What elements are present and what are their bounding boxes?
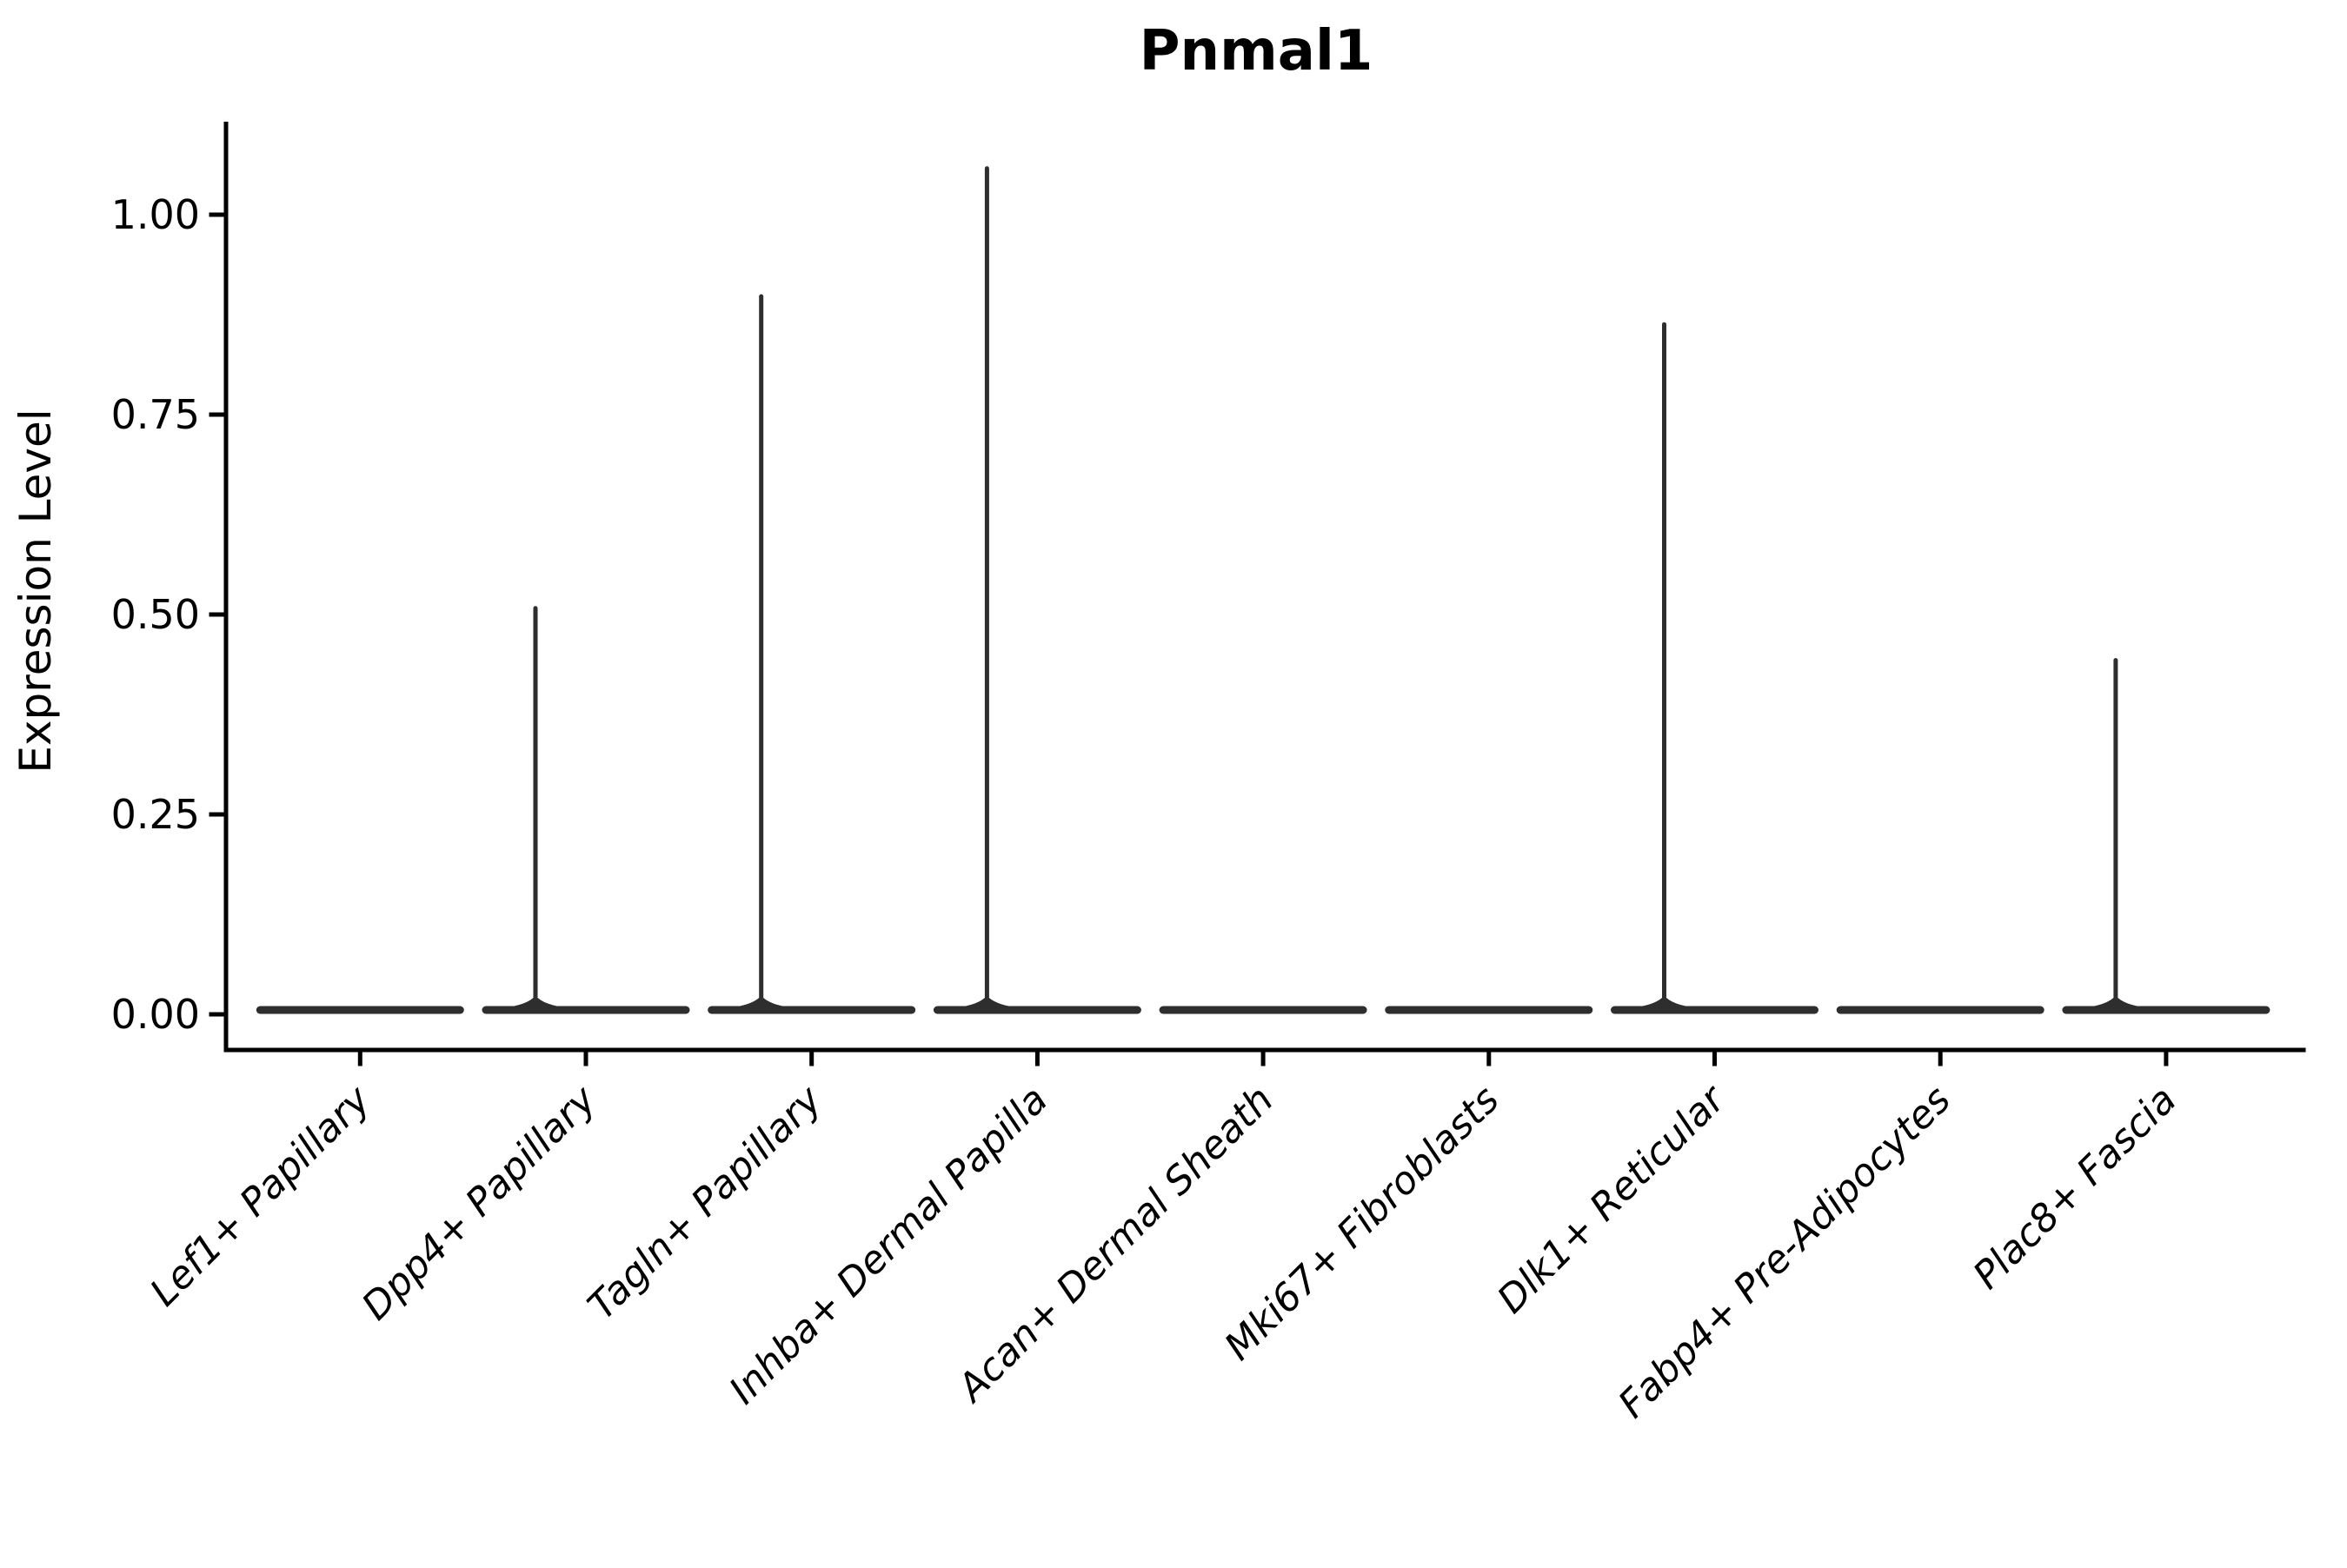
violin-base-bar — [1836, 1006, 2044, 1014]
x-tick-label: Dpp4+ Papillary — [354, 1077, 606, 1329]
x-tick-mark — [2164, 1052, 2169, 1066]
x-tick-mark — [357, 1052, 362, 1066]
x-tick-mark — [1034, 1052, 1040, 1066]
violin — [1385, 1006, 1593, 1014]
x-tick-mark — [1938, 1052, 1943, 1066]
violin — [1836, 1006, 2044, 1014]
violin-base-bar — [1159, 1006, 1367, 1014]
violin — [482, 606, 690, 1014]
violin — [708, 294, 916, 1014]
x-tick-mark — [809, 1052, 814, 1066]
y-tick-mark — [209, 1012, 224, 1017]
y-tick-label: 0.00 — [111, 991, 200, 1038]
violin — [933, 166, 1141, 1014]
violin — [2062, 658, 2271, 1014]
y-tick-mark — [209, 812, 224, 817]
y-axis-ticks: 0.00 0.25 0.50 0.75 1.00 — [111, 191, 224, 1038]
x-axis-spine — [223, 1047, 2306, 1053]
x-tick-label: Plac8+ Fascia — [1965, 1078, 2184, 1298]
y-tick-mark — [209, 212, 224, 217]
violins — [256, 166, 2271, 1014]
x-tick-label: Tagln+ Papillary — [580, 1077, 831, 1328]
violin-spike-flare — [2077, 998, 2154, 1008]
y-tick-label: 0.25 — [111, 791, 200, 838]
violin-base-bar — [256, 1006, 464, 1014]
violin-base-bar — [1385, 1006, 1593, 1014]
chart-title: Pnmal1 — [1140, 19, 1373, 83]
violin-spike-flare — [722, 998, 800, 1008]
x-tick-mark — [1712, 1052, 1717, 1066]
y-axis-label: Expression Level — [10, 409, 61, 773]
y-axis-spine — [223, 122, 229, 1053]
y-tick-label: 1.00 — [111, 191, 200, 238]
y-tick-mark — [209, 412, 224, 417]
y-tick-mark — [209, 612, 224, 617]
y-tick-label: 0.75 — [111, 391, 200, 438]
axes — [223, 122, 2306, 1053]
violin-spike-flare — [1626, 998, 1703, 1008]
y-tick-label: 0.50 — [111, 591, 200, 638]
violin-spike-flare — [948, 998, 1026, 1008]
x-tick-mark — [583, 1052, 588, 1066]
x-tick-label: Lef1+ Papillary — [142, 1077, 380, 1315]
violin — [256, 1006, 464, 1014]
x-tick-label: Dlk1+ Reticular — [1489, 1076, 1735, 1322]
violin-spike-flare — [497, 998, 574, 1008]
violin — [1611, 322, 1818, 1014]
x-tick-mark — [1260, 1052, 1266, 1066]
x-tick-mark — [1486, 1052, 1492, 1066]
violin — [1159, 1006, 1367, 1014]
